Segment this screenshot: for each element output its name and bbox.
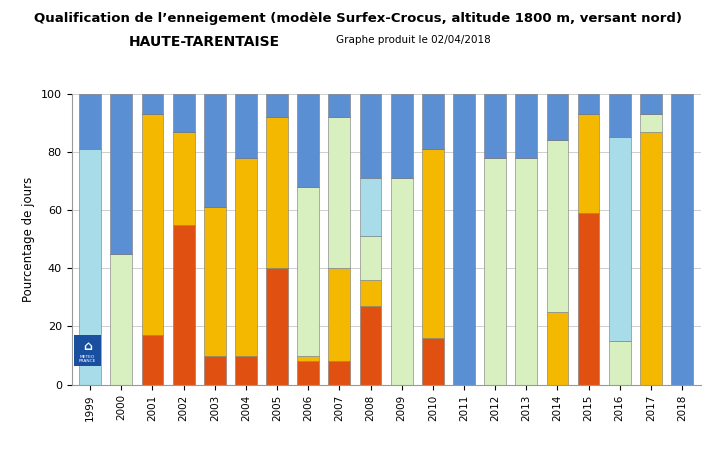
Bar: [79, 149, 101, 385]
Bar: [204, 207, 226, 356]
Bar: [516, 94, 537, 158]
Text: HAUTE-TARENTAISE: HAUTE-TARENTAISE: [129, 35, 280, 49]
Bar: [297, 94, 319, 187]
Bar: [328, 117, 350, 268]
Bar: [640, 94, 662, 114]
Bar: [328, 361, 350, 385]
Bar: [142, 114, 164, 335]
Bar: [173, 132, 194, 225]
Bar: [235, 94, 257, 158]
Bar: [266, 117, 288, 268]
Bar: [235, 356, 257, 385]
Bar: [297, 356, 319, 361]
Bar: [110, 94, 132, 254]
Bar: [79, 94, 101, 149]
Bar: [328, 268, 350, 361]
Bar: [235, 158, 257, 356]
Bar: [360, 178, 381, 236]
Bar: [360, 280, 381, 306]
Bar: [578, 213, 599, 385]
Bar: [360, 306, 381, 385]
Bar: [608, 137, 631, 341]
Y-axis label: Pourcentage de jours: Pourcentage de jours: [22, 176, 35, 302]
Bar: [546, 312, 568, 385]
Bar: [422, 338, 444, 385]
Bar: [484, 94, 506, 158]
Bar: [422, 94, 444, 149]
Bar: [297, 361, 319, 385]
Text: METEO
FRANCE: METEO FRANCE: [79, 355, 96, 363]
Text: Graphe produit le 02/04/2018: Graphe produit le 02/04/2018: [336, 35, 490, 45]
Bar: [110, 254, 132, 385]
Bar: [640, 114, 662, 132]
Bar: [608, 94, 631, 137]
Bar: [266, 268, 288, 385]
Bar: [578, 114, 599, 213]
Bar: [516, 158, 537, 385]
Bar: [204, 356, 226, 385]
Bar: [360, 236, 381, 280]
Bar: [142, 94, 164, 114]
Bar: [391, 178, 413, 385]
Bar: [266, 94, 288, 117]
Bar: [360, 94, 381, 178]
Bar: [173, 225, 194, 385]
Text: Qualification de l’enneigement (modèle Surfex-Crocus, altitude 1800 m, versant n: Qualification de l’enneigement (modèle S…: [34, 12, 681, 25]
Bar: [484, 158, 506, 385]
Bar: [453, 94, 475, 385]
Bar: [546, 140, 568, 312]
Bar: [578, 94, 599, 114]
Bar: [671, 94, 693, 385]
Bar: [391, 94, 413, 178]
Bar: [142, 335, 164, 385]
Bar: [204, 94, 226, 207]
Bar: [173, 94, 194, 132]
Bar: [422, 149, 444, 338]
Bar: [328, 94, 350, 117]
Text: ⌂: ⌂: [83, 340, 92, 353]
Bar: [546, 94, 568, 140]
Bar: [297, 187, 319, 356]
Bar: [608, 341, 631, 385]
Bar: [640, 132, 662, 385]
